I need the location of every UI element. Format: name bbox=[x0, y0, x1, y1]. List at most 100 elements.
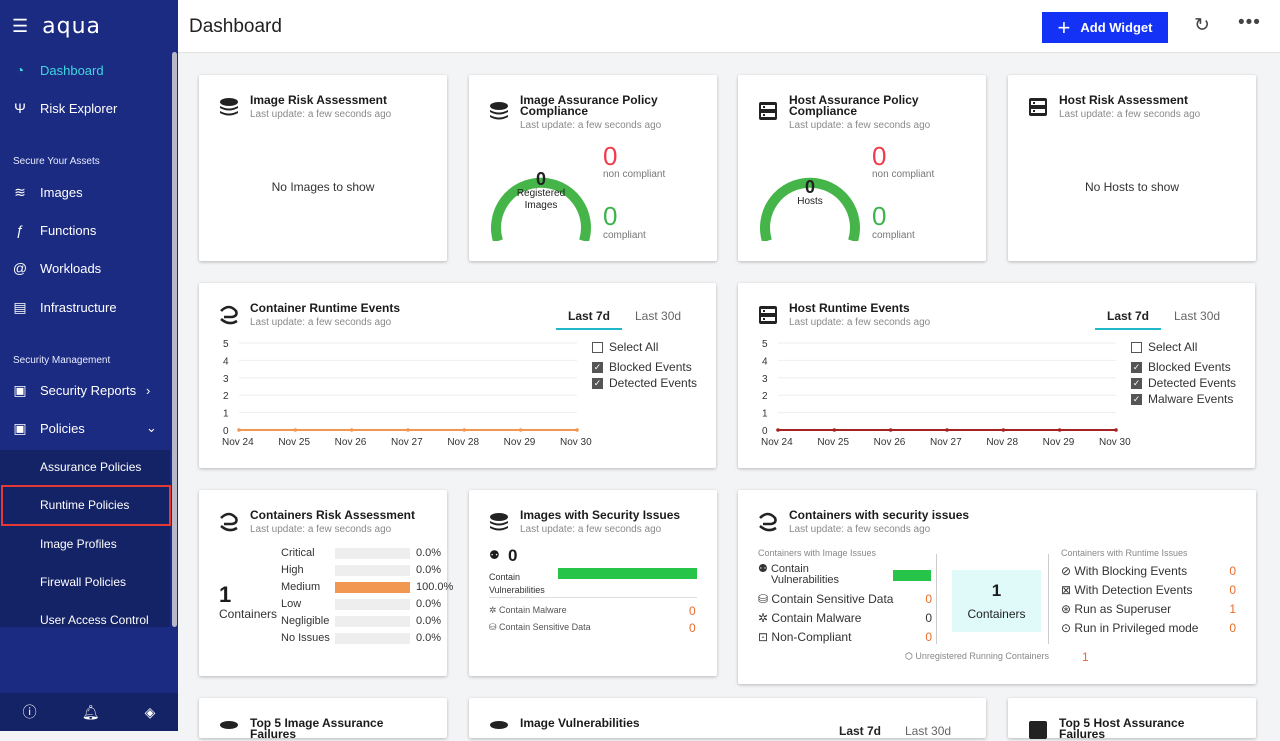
series-point[interactable] bbox=[1057, 428, 1062, 432]
series-point[interactable] bbox=[575, 428, 579, 432]
nav-security-reports[interactable]: ▣ Security Reports › bbox=[0, 373, 170, 407]
nav-dashboard[interactable]: ◔ Dashboard bbox=[0, 53, 170, 87]
nav-firewall-policies[interactable]: Firewall Policies bbox=[40, 575, 127, 589]
risk-row-label: Low bbox=[281, 598, 302, 610]
row-label: Contain Sensitive Data bbox=[771, 592, 894, 606]
sensitive-label: Contain Sensitive Data bbox=[499, 622, 591, 632]
risk-row-label: Critical bbox=[281, 547, 315, 559]
x-tick-label: Nov 24 bbox=[761, 437, 793, 448]
nav-images[interactable]: ≋ Images bbox=[0, 175, 170, 209]
nav-image-profiles[interactable]: Image Profiles bbox=[40, 537, 117, 551]
series-point[interactable] bbox=[518, 428, 523, 432]
noncompliant-icon: ⊡ bbox=[758, 630, 769, 644]
runtime-issues-heading: Containers with Runtime Issues bbox=[1061, 548, 1188, 558]
top5-image-failures-card: Top 5 Image Assurance Failures bbox=[199, 698, 447, 740]
sensitive-row: ⛁ Contain Sensitive Data bbox=[489, 622, 591, 632]
checkbox[interactable]: ✓ bbox=[592, 377, 603, 389]
right-row-privileged: ⊙ Run in Privileged mode bbox=[1061, 621, 1198, 635]
filter-malware-events[interactable]: ✓ Malware Events bbox=[1131, 392, 1233, 406]
row-label: Run in Privileged mode bbox=[1074, 621, 1199, 635]
checkbox[interactable]: ✓ bbox=[1131, 377, 1142, 389]
plus-icon: + bbox=[1057, 14, 1071, 40]
row-value: 0 bbox=[925, 611, 932, 625]
filter-blocked-events[interactable]: ✓ Blocked Events bbox=[592, 360, 692, 374]
filter-select-all[interactable]: Select All bbox=[1131, 340, 1197, 354]
x-tick-label: Nov 28 bbox=[447, 437, 479, 448]
risk-row-value: 0.0% bbox=[416, 564, 442, 576]
filter-select-all[interactable]: Select All bbox=[592, 340, 658, 354]
series-point[interactable] bbox=[945, 428, 949, 432]
risk-row-value: 0.0% bbox=[416, 598, 442, 610]
nav-risk-explorer[interactable]: Ψ Risk Explorer bbox=[0, 91, 170, 125]
checkbox[interactable]: ✓ bbox=[592, 361, 603, 373]
left-row-noncompliant: ⊡ Non-Compliant bbox=[758, 630, 851, 644]
filter-label: Blocked Events bbox=[1148, 360, 1231, 374]
nav-workloads-label: Workloads bbox=[40, 260, 102, 276]
series-point[interactable] bbox=[293, 428, 298, 432]
policy-icon: ▣ bbox=[13, 419, 27, 436]
checkbox[interactable] bbox=[1131, 341, 1142, 353]
menu-icon[interactable]: ☰ bbox=[12, 15, 29, 36]
tab-last-7d[interactable]: Last 7d bbox=[556, 309, 622, 330]
unregistered-value: 1 bbox=[1082, 650, 1089, 664]
row-label: Non-Compliant bbox=[771, 630, 852, 644]
filter-detected-events[interactable]: ✓ Detected Events bbox=[1131, 376, 1236, 390]
series-point[interactable] bbox=[462, 428, 467, 432]
layers-icon bbox=[490, 513, 508, 531]
settings-icon[interactable]: ◈ bbox=[144, 703, 156, 720]
series-point[interactable] bbox=[1114, 428, 1118, 432]
page-title: Dashboard bbox=[189, 16, 282, 37]
nav-assurance-policies[interactable]: Assurance Policies bbox=[40, 460, 142, 474]
aqua-logo[interactable]: aqua bbox=[42, 13, 102, 39]
row-label: With Blocking Events bbox=[1074, 564, 1188, 578]
layers-icon bbox=[220, 721, 238, 729]
report-icon: ▣ bbox=[13, 381, 27, 398]
series-point[interactable] bbox=[776, 428, 780, 432]
series-point[interactable] bbox=[888, 428, 893, 432]
card-title: Images with Security Issues bbox=[520, 508, 681, 522]
more-options-icon[interactable]: ••• bbox=[1238, 12, 1261, 33]
info-icon[interactable]: ⓘ bbox=[22, 704, 37, 720]
bell-icon[interactable]: 🔔︎ bbox=[81, 703, 100, 720]
x-tick-label: Nov 24 bbox=[222, 437, 254, 448]
sidebar-footer: ⓘ 🔔︎ ◈ bbox=[0, 693, 178, 731]
right-row-blocking: ⊘ With Blocking Events bbox=[1061, 564, 1187, 578]
checkbox[interactable] bbox=[592, 341, 603, 353]
non-compliant-label: non compliant bbox=[603, 169, 666, 180]
tab-last-30d[interactable]: Last 30d bbox=[635, 309, 682, 323]
tab-last-30d[interactable]: Last 30d bbox=[905, 724, 952, 738]
filter-detected-events[interactable]: ✓ Detected Events bbox=[592, 376, 697, 390]
filter-blocked-events[interactable]: ✓ Blocked Events bbox=[1131, 360, 1231, 374]
nav-workloads[interactable]: @ Workloads bbox=[0, 251, 170, 285]
series-point[interactable] bbox=[406, 428, 410, 432]
y-tick-label: 1 bbox=[223, 409, 229, 420]
nav-infrastructure[interactable]: ▤ Infrastructure bbox=[0, 290, 170, 324]
image-vulnerabilities-card: Image Vulnerabilities Last 7d Last 30d bbox=[469, 698, 986, 738]
nav-runtime-policies[interactable]: Runtime Policies bbox=[40, 498, 130, 512]
nav-infrastructure-label: Infrastructure bbox=[40, 299, 117, 315]
series-point[interactable] bbox=[832, 428, 837, 432]
series-point[interactable] bbox=[237, 428, 241, 432]
nav-functions[interactable]: ƒ Functions bbox=[0, 213, 170, 247]
layers-icon bbox=[490, 721, 508, 729]
nav-user-access-control[interactable]: User Access Control bbox=[40, 613, 149, 627]
containers-center-box[interactable]: 1 Containers bbox=[952, 570, 1041, 632]
checkbox[interactable]: ✓ bbox=[1131, 361, 1142, 373]
donut-label-1: Registered bbox=[516, 188, 566, 199]
malware-value: 0 bbox=[689, 604, 696, 618]
refresh-icon[interactable]: ↻ bbox=[1194, 15, 1210, 36]
tab-last-30d[interactable]: Last 30d bbox=[1174, 309, 1221, 323]
add-widget-button[interactable]: + Add Widget bbox=[1042, 12, 1168, 43]
nav-policies[interactable]: ▣ Policies ⌄ bbox=[0, 411, 170, 445]
x-tick-label: Nov 25 bbox=[817, 437, 849, 448]
chevron-down-icon: ⌄ bbox=[146, 420, 157, 435]
checkbox[interactable]: ✓ bbox=[1131, 393, 1142, 405]
series-point[interactable] bbox=[1001, 428, 1006, 432]
tab-last-7d[interactable]: Last 7d bbox=[839, 724, 882, 738]
series-point[interactable] bbox=[349, 428, 354, 432]
workloads-icon: @ bbox=[12, 260, 28, 276]
last-update: Last update: a few seconds ago bbox=[250, 317, 392, 328]
risk-row-value: 100.0% bbox=[416, 581, 454, 593]
sidebar-scrollbar[interactable] bbox=[172, 52, 177, 627]
tab-last-7d[interactable]: Last 7d bbox=[1095, 309, 1161, 330]
